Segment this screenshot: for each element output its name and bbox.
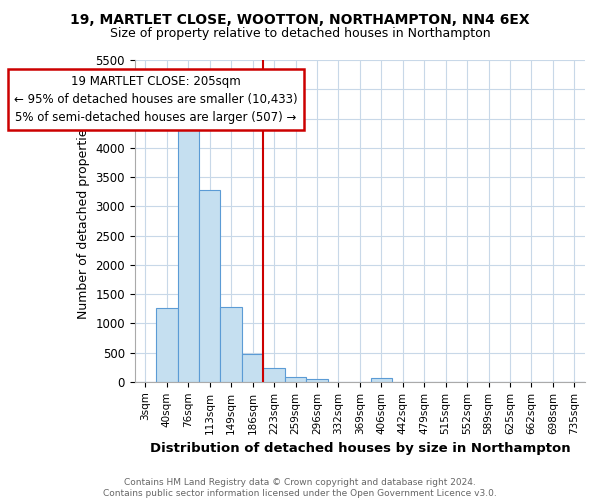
Y-axis label: Number of detached properties: Number of detached properties — [77, 122, 90, 320]
Bar — [199, 190, 220, 382]
Text: Contains HM Land Registry data © Crown copyright and database right 2024.
Contai: Contains HM Land Registry data © Crown c… — [103, 478, 497, 498]
Bar — [263, 368, 285, 382]
Bar — [371, 378, 392, 382]
Bar — [178, 128, 199, 382]
X-axis label: Distribution of detached houses by size in Northampton: Distribution of detached houses by size … — [149, 442, 570, 455]
Bar — [220, 307, 242, 382]
Bar — [156, 308, 178, 382]
Bar — [285, 376, 306, 382]
Text: 19 MARTLET CLOSE: 205sqm
← 95% of detached houses are smaller (10,433)
5% of sem: 19 MARTLET CLOSE: 205sqm ← 95% of detach… — [14, 74, 298, 124]
Bar — [306, 379, 328, 382]
Text: Size of property relative to detached houses in Northampton: Size of property relative to detached ho… — [110, 28, 490, 40]
Bar — [242, 354, 263, 382]
Text: 19, MARTLET CLOSE, WOOTTON, NORTHAMPTON, NN4 6EX: 19, MARTLET CLOSE, WOOTTON, NORTHAMPTON,… — [70, 12, 530, 26]
